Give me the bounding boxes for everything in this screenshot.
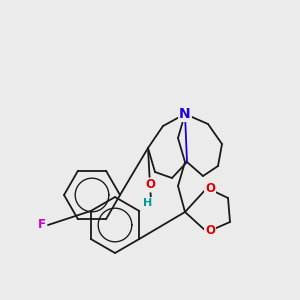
Text: N: N [179, 107, 191, 121]
Text: O: O [145, 178, 155, 191]
Text: O: O [205, 224, 215, 238]
Text: H: H [143, 198, 153, 208]
Text: O: O [205, 182, 215, 196]
Text: F: F [38, 218, 46, 232]
